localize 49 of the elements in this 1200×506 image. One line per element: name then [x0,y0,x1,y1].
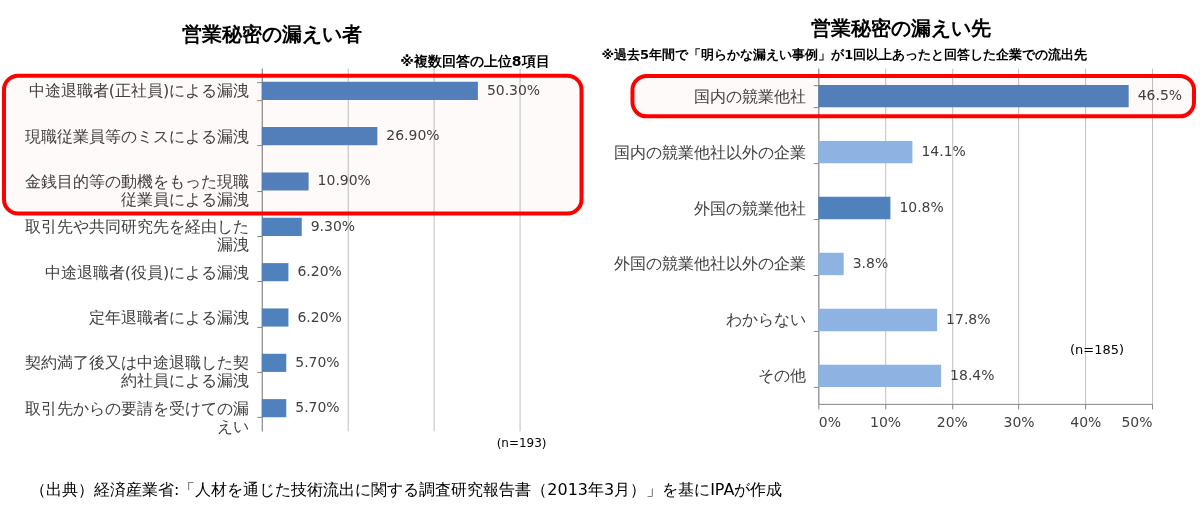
data-label: 46.5% [1137,87,1183,104]
y-tick-label: 契約満了後又は中途退職した契約社員による漏洩 [25,353,250,391]
y-tick-label: 金銭目的等の動機をもった現職従業員による漏洩 [25,171,250,209]
bar [261,353,287,372]
x-tick-label: 40% [1070,414,1102,431]
data-label: 6.20% [297,308,342,325]
bar [261,172,309,191]
chart-title: 営業秘密の漏えい者 [181,22,362,47]
x-tick-label: 10% [870,414,902,431]
y-tick-label: 現職従業員等のミスによる漏洩 [25,126,250,146]
data-label: 26.90% [386,127,440,144]
y-tick-label: 取引先からの要請を受けての漏えい [25,398,250,436]
data-label: 18.4% [950,366,995,383]
data-label: 5.70% [295,399,340,416]
text: (n=193) [496,435,547,450]
annotation: (n=185) [1069,342,1124,358]
bar [261,127,378,146]
bar [261,308,289,327]
y-tick-label: 中途退職者(正社員)による漏洩 [28,81,250,101]
data-label: 50.30% [486,81,541,98]
y-tick-label: 中途退職者(役員)による漏洩 [44,262,250,282]
y-tick-label: 取引先や共同研究先を経由した漏洩 [25,217,250,255]
y-tick-label: 国内の競業他社以外の企業 [613,142,806,162]
x-tick-label: 0% [818,414,841,431]
chart-title: 営業秘密の漏えい先 [811,16,992,41]
bar [261,81,478,100]
x-tick-label: 50% [1121,414,1153,431]
data-label: 5.70% [295,353,340,370]
y-tick-label: 外国の競業他社 [693,198,806,218]
data-label: 10.8% [899,199,944,216]
data-label: 10.90% [317,172,371,189]
text: （出典）経済産業省:「人材を通じた技術流出に関する調査研究報告書（2013年3月）」を基にIPAが作成 [29,479,783,499]
data-label: 6.20% [297,263,342,280]
data-label: 9.30% [310,217,356,234]
x-tick-label: 20% [936,414,968,431]
bar [261,399,287,418]
data-label: 3.8% [852,254,889,271]
y-tick-label: 国内の競業他社 [693,86,806,106]
y-tick-label: 外国の競業他社以外の企業 [613,254,806,274]
bar [261,217,302,236]
annotation: ※複数回答の上位8項目 [400,53,550,70]
y-tick-label: 定年退職者による漏洩 [89,308,250,327]
bar [261,263,289,282]
y-tick-label: その他 [757,366,806,386]
data-label: 17.8% [946,310,991,327]
y-tick-label: わからない [725,310,806,330]
x-tick-label: 30% [1003,414,1035,431]
text: ※過去5年間で「明らかな漏えい事例」が1回以上あったと回答した企業での流出先 [601,47,1088,63]
data-label: 14.1% [921,143,966,160]
